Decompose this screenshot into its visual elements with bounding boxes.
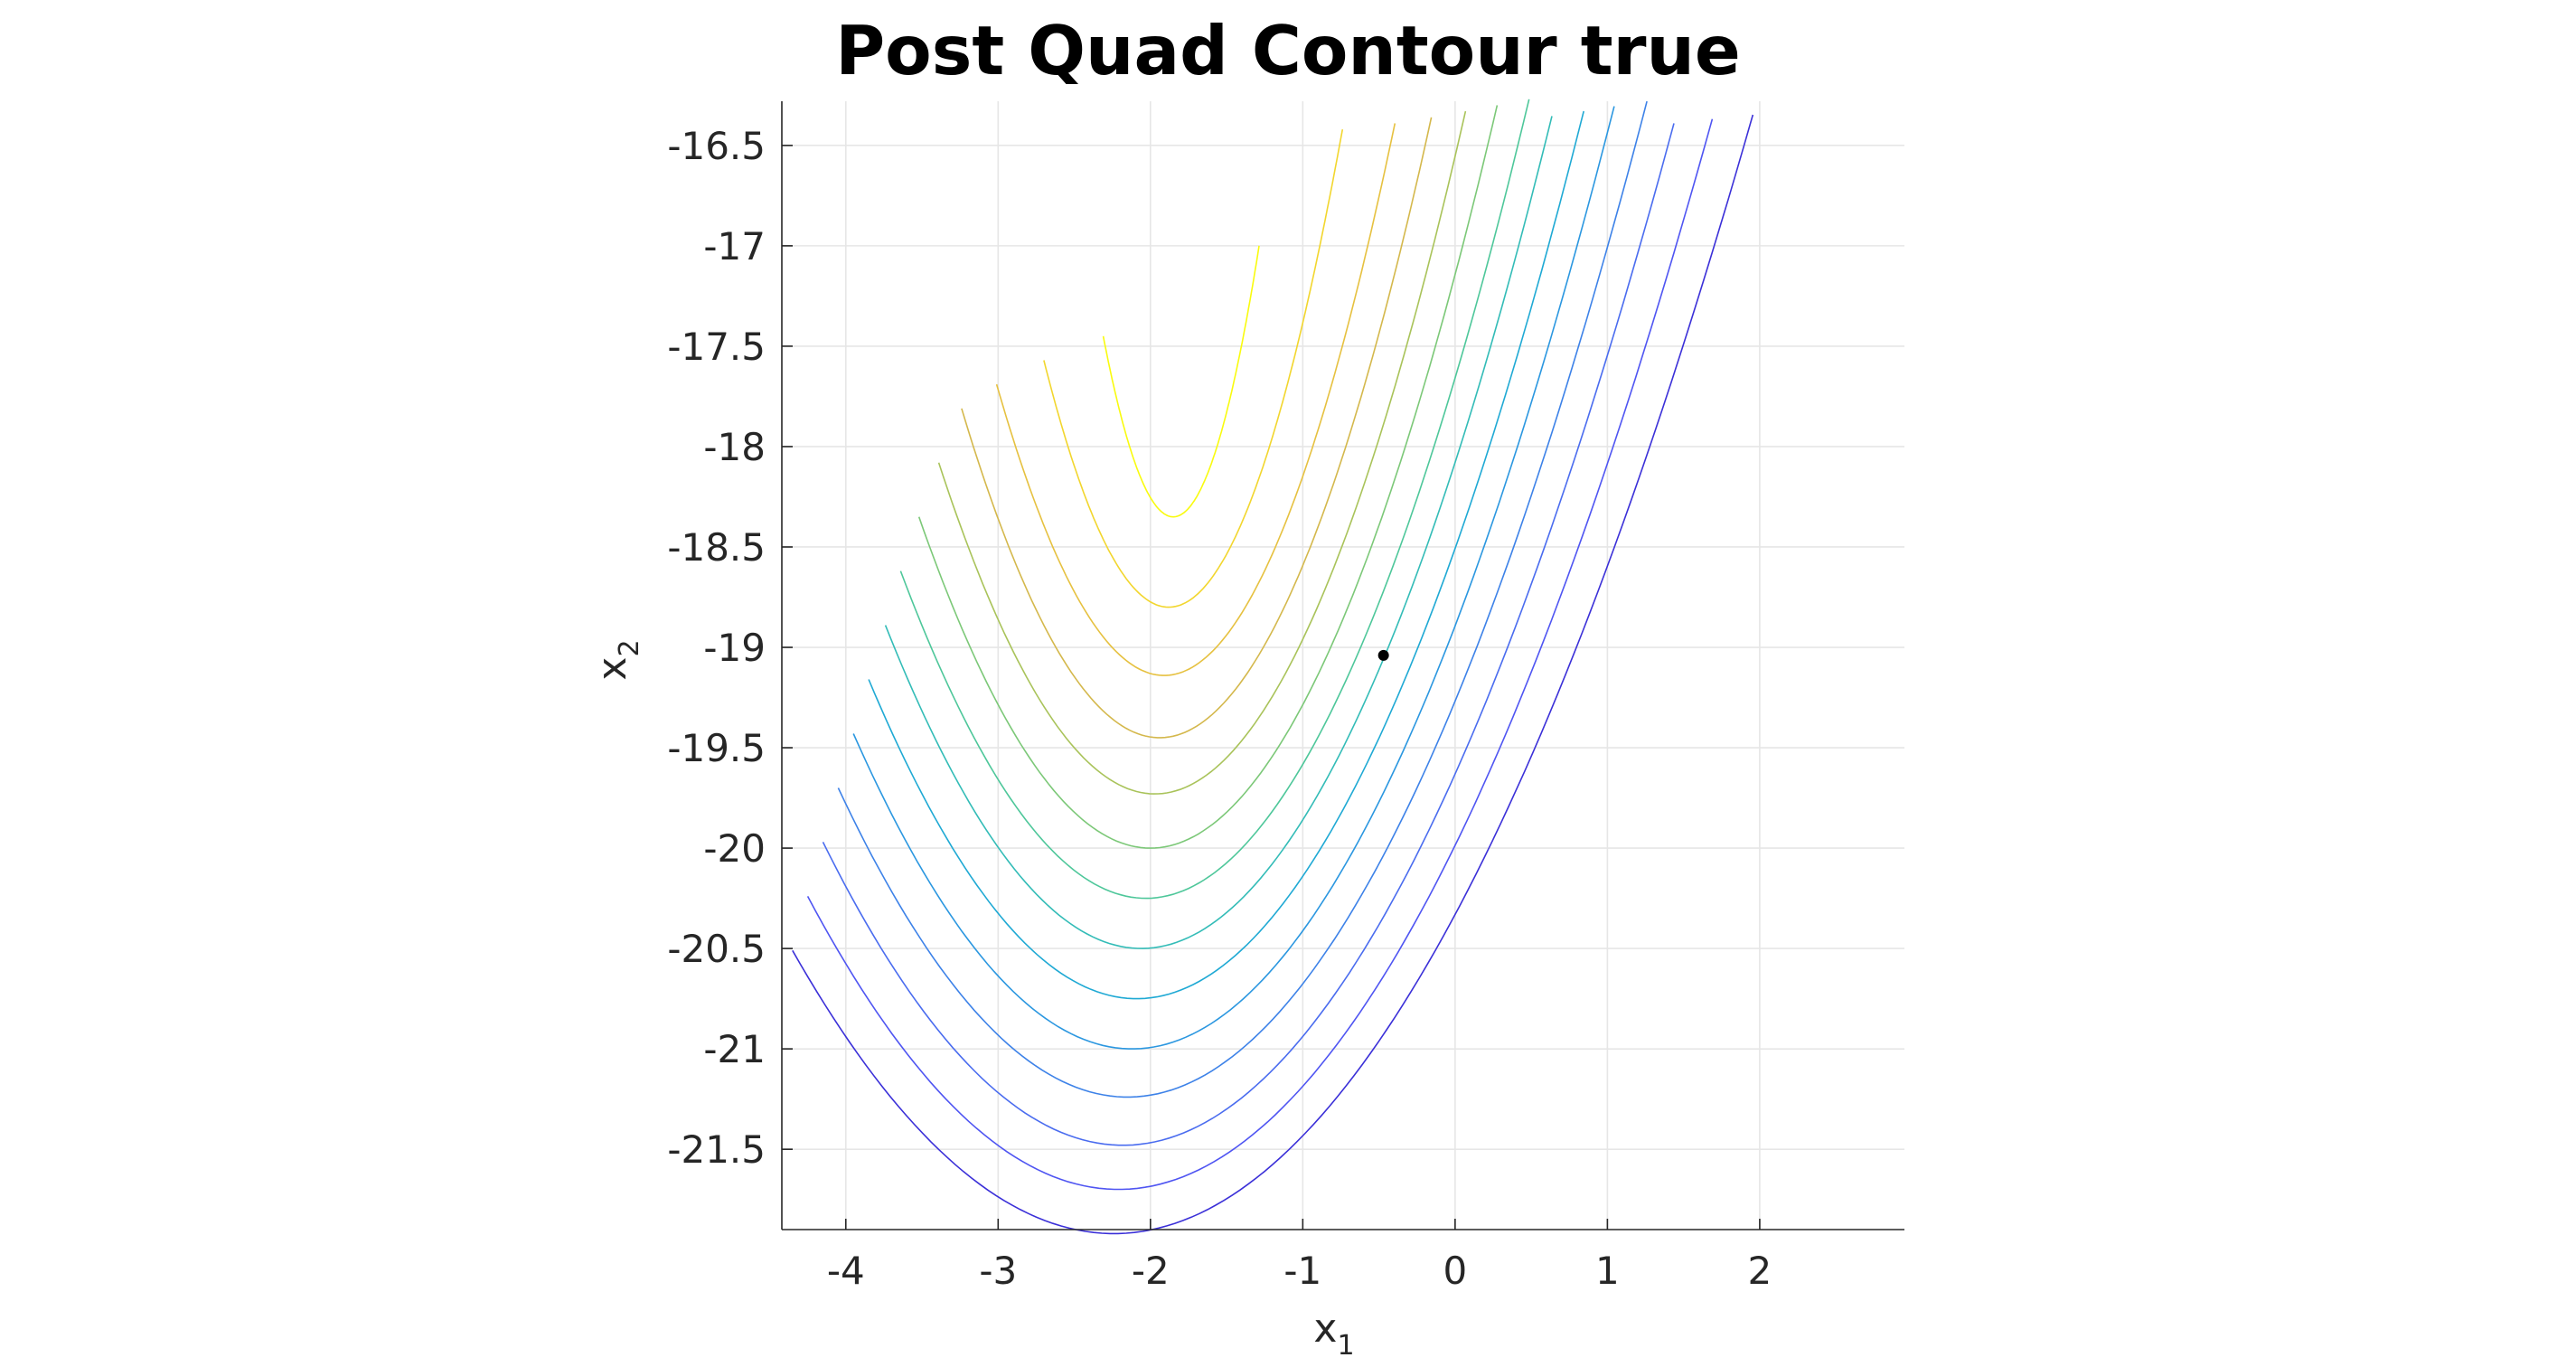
- y-tick-label: -17: [703, 224, 766, 269]
- x-axis-label: x1: [1313, 1306, 1354, 1362]
- y-tick-label: -20: [703, 826, 766, 871]
- contour-line: [852, 106, 1615, 1050]
- contour-line: [806, 118, 1714, 1191]
- x-tick-label: -1: [1283, 1249, 1321, 1293]
- contour-line: [917, 105, 1499, 849]
- x-tick-labels: -4 -3 -2 -1 0 1 2: [827, 1249, 1772, 1293]
- contour-line: [1043, 128, 1344, 608]
- contour-line: [884, 116, 1553, 949]
- x-tick-label: 1: [1595, 1249, 1620, 1293]
- x-tick-label: -2: [1132, 1249, 1170, 1293]
- marker-layer: [1377, 649, 1389, 661]
- contour-line: [792, 114, 1754, 1235]
- y-axis-label: x2: [589, 639, 645, 680]
- contour-lines: [792, 99, 1754, 1235]
- contour-line: [937, 110, 1467, 795]
- marker-point: [1377, 649, 1389, 661]
- y-tick-label: -19.5: [667, 726, 766, 770]
- y-tick-label: -21: [703, 1027, 766, 1071]
- contour-line: [837, 100, 1648, 1098]
- contour-line: [822, 123, 1675, 1146]
- contour-line: [995, 123, 1396, 676]
- y-tick-label: -18.5: [667, 525, 766, 570]
- grid-lines: [782, 101, 1904, 1230]
- x-tick-label: 2: [1748, 1249, 1772, 1293]
- y-tick-label: -18: [703, 425, 766, 469]
- contour-line: [1102, 245, 1260, 518]
- contour-line: [961, 117, 1433, 739]
- y-tick-label: -20.5: [667, 927, 766, 971]
- y-tick-label: -19: [703, 626, 766, 670]
- contour-line: [868, 110, 1584, 1000]
- contour-line: [899, 99, 1530, 900]
- y-tick-label: -16.5: [667, 124, 766, 168]
- y-tick-label: -17.5: [667, 325, 766, 369]
- chart-title: Post Quad Contour true: [835, 11, 1741, 90]
- axes: [781, 101, 1904, 1230]
- x-tick-label: -4: [827, 1249, 865, 1293]
- y-tick-labels: -16.5 -17 -17.5 -18 -18.5 -19 -19.5 -20 -20.5 -21…: [667, 124, 766, 1172]
- x-tick-label: -3: [979, 1249, 1017, 1293]
- y-tick-label: -21.5: [667, 1127, 766, 1172]
- x-tick-label: 0: [1443, 1249, 1467, 1293]
